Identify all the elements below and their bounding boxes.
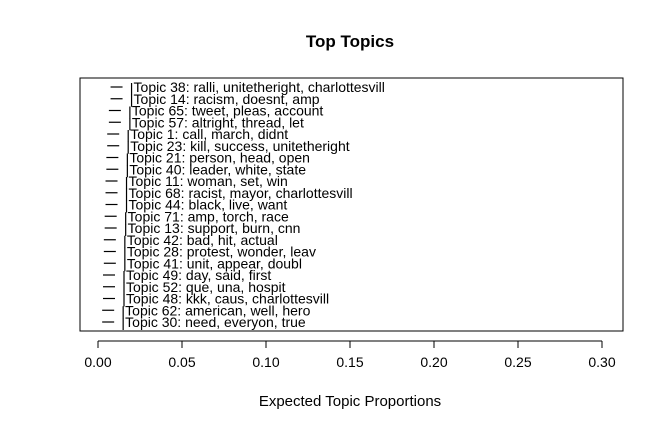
topic-point: Topic 57: altright, thread, let bbox=[108, 114, 304, 131]
topic-point: Topic 48: kkk, caus, charlottesvill bbox=[103, 291, 329, 307]
topic-label: Topic 48: kkk, caus, charlottesvill bbox=[126, 291, 329, 307]
topic-point: Topic 65: tweet, pleas, account bbox=[108, 103, 324, 119]
topic-label: Topic 1: call, march, didnt bbox=[130, 126, 288, 142]
topic-point: Topic 14: racism, doesnt, amp bbox=[110, 91, 320, 107]
topic-point: Topic 41: unit, appear, doubl bbox=[103, 255, 302, 272]
x-tick-label: 0.05 bbox=[168, 354, 195, 370]
x-axis-ticks: 0.00 0.05 0.10 0.15 0.20 0.25 0.30 bbox=[84, 341, 616, 370]
topic-point: Topic 1: call, march, didnt bbox=[107, 126, 288, 142]
x-tick-label: 0.00 bbox=[84, 354, 111, 370]
topic-label: Topic 42: bad, hit, actual bbox=[127, 232, 278, 248]
topic-point: Topic 49: day, said, first bbox=[103, 267, 271, 283]
topic-point: Topic 23: kill, success, unitetheright bbox=[107, 138, 350, 154]
topic-point: Topic 11: woman, set, win bbox=[105, 173, 288, 189]
topic-label: Topic 11: woman, set, win bbox=[129, 173, 288, 189]
topic-point: Topic 28: protest, wonder, leav bbox=[103, 244, 316, 260]
topic-point: Topic 44: black, live, want bbox=[105, 197, 288, 213]
topic-point: Topic 13: support, burn, cnn bbox=[104, 220, 301, 236]
topic-point: Topic 40: leader, white, state bbox=[106, 161, 306, 178]
topic-label: Topic 38: ralli, unitetheright, charlott… bbox=[134, 79, 385, 95]
topic-label: Topic 30: need, everyon, true bbox=[125, 314, 306, 330]
topic-label: Topic 68: racist, mayor, charlottesvill bbox=[129, 185, 353, 201]
x-tick-label: 0.30 bbox=[588, 354, 615, 370]
topic-label: Topic 28: protest, wonder, leav bbox=[127, 244, 316, 260]
topic-label: Topic 40: leader, white, state bbox=[129, 161, 306, 177]
topic-point: Topic 52: que, una, hospit bbox=[103, 279, 286, 295]
topic-label: Topic 13: support, burn, cnn bbox=[128, 220, 301, 236]
topic-point: Topic 21: person, head, open bbox=[106, 150, 310, 166]
topic-point: Topic 42: bad, hit, actual bbox=[103, 232, 278, 248]
x-tick-label: 0.20 bbox=[420, 354, 447, 370]
plot-frame bbox=[79, 77, 624, 332]
chart-title: Top Topics bbox=[306, 32, 394, 51]
topic-label: Topic 57: altright, thread, let bbox=[132, 114, 304, 130]
x-tick-label: 0.25 bbox=[504, 354, 531, 370]
topic-label: Topic 44: black, live, want bbox=[129, 197, 288, 213]
topic-point: Topic 68: racist, mayor, charlottesvill bbox=[105, 185, 353, 201]
topic-point: Topic 30: need, everyon, true bbox=[102, 314, 306, 330]
plot-marks: Topic 38: ralli, unitetheright, charlott… bbox=[102, 79, 385, 330]
topic-point: Topic 38: ralli, unitetheright, charlott… bbox=[110, 79, 385, 95]
topic-label: Topic 71: amp, torch, race bbox=[128, 208, 289, 224]
topic-label: Topic 62: american, well, hero bbox=[125, 302, 310, 318]
x-tick-label: 0.10 bbox=[252, 354, 279, 370]
topic-label: Topic 41: unit, appear, doubl bbox=[127, 255, 302, 271]
x-axis-label: Expected Topic Proportions bbox=[259, 393, 441, 410]
x-tick-label: 0.15 bbox=[336, 354, 363, 370]
topic-label: Topic 49: day, said, first bbox=[126, 267, 271, 283]
topic-label: Topic 23: kill, success, unitetheright bbox=[130, 138, 350, 154]
topic-label: Topic 14: racism, doesnt, amp bbox=[134, 91, 320, 107]
topic-label: Topic 21: person, head, open bbox=[129, 150, 310, 166]
topic-point: Topic 71: amp, torch, race bbox=[104, 208, 289, 225]
topic-label: Topic 65: tweet, pleas, account bbox=[132, 103, 324, 119]
topic-label: Topic 52: que, una, hospit bbox=[126, 279, 286, 295]
topic-point: Topic 62: american, well, hero bbox=[102, 302, 311, 319]
